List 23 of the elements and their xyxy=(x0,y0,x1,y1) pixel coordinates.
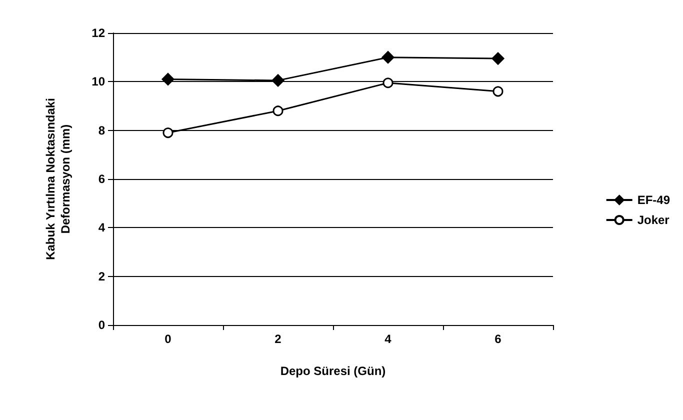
y-tick-label: 6 xyxy=(98,172,106,186)
y-tick-label: 10 xyxy=(92,74,106,89)
y-tick-label: 0 xyxy=(98,318,106,332)
legend-label: EF-49 xyxy=(637,193,670,207)
y-axis-title: Kabuk Yırtılma Noktasındaki Deformasyon (mm) xyxy=(44,98,72,260)
point xyxy=(162,128,174,138)
y-tick-label: 8 xyxy=(98,123,106,138)
y-tick-label: 4 xyxy=(98,220,106,235)
x-tick-label: 0 xyxy=(164,332,172,346)
x-tick-label: 2 xyxy=(274,332,282,346)
point xyxy=(162,72,174,86)
x-tick-label: 6 xyxy=(494,332,502,346)
point xyxy=(382,51,394,64)
point xyxy=(272,74,284,87)
legend-label: Joker xyxy=(637,213,670,227)
point xyxy=(492,86,504,97)
point xyxy=(492,52,504,65)
y-tick-label: 12 xyxy=(92,26,106,40)
x-axis-title: Depo Süresi (Gün) xyxy=(280,364,386,378)
y-tick-label: 2 xyxy=(98,269,106,284)
point xyxy=(272,106,284,116)
x-tick-label: 4 xyxy=(384,332,392,346)
point xyxy=(382,78,394,88)
